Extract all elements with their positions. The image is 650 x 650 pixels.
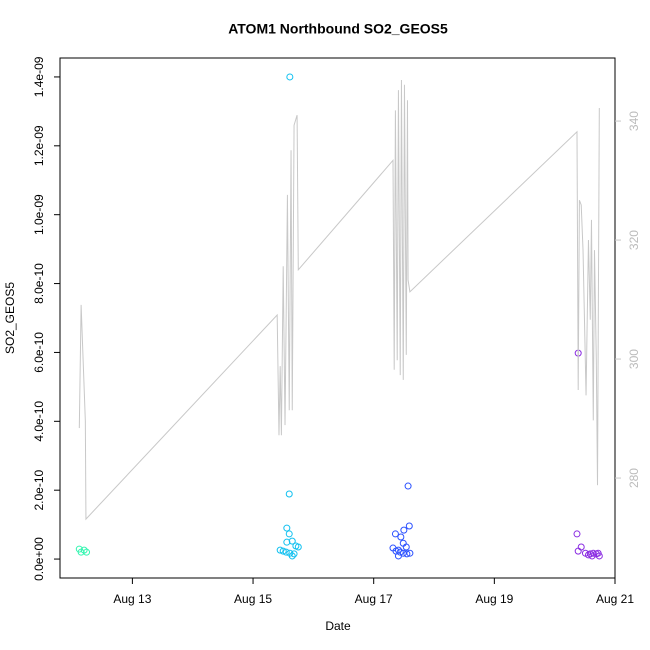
y-tick-label: 4.0e-10 (32, 401, 46, 442)
x-tick-label: Aug 19 (475, 592, 513, 606)
x-tick-label: Aug 21 (596, 592, 634, 606)
y-tick-label: 1.4e-09 (32, 56, 46, 97)
point (402, 543, 410, 551)
point (290, 550, 298, 558)
point (286, 73, 294, 81)
y-tick-label: 1.0e-09 (32, 194, 46, 235)
point (573, 530, 581, 538)
point (397, 533, 405, 541)
point (294, 543, 302, 551)
point (396, 548, 404, 556)
chart-title: ATOM1 Northbound SO2_GEOS5 (228, 21, 448, 37)
point (276, 546, 284, 554)
point (577, 543, 585, 551)
point (400, 526, 408, 534)
point (588, 552, 596, 560)
x-tick-label: Aug 17 (355, 592, 393, 606)
point (404, 482, 412, 490)
x-tick-label: Aug 15 (234, 592, 272, 606)
point (83, 548, 91, 556)
point (283, 524, 291, 532)
y2-tick-label: 340 (627, 111, 641, 131)
point (574, 547, 582, 555)
point (595, 552, 603, 560)
point (391, 530, 399, 538)
plot-frame (59, 57, 616, 579)
y-tick-label: 8.0e-10 (32, 263, 46, 304)
point (406, 549, 414, 557)
point (283, 538, 291, 546)
line (78, 80, 600, 521)
y-tick-label: 2.0e-10 (32, 470, 46, 511)
y2-tick-label: 280 (627, 468, 641, 488)
y-tick-label: 6.0e-10 (32, 332, 46, 373)
y2-tick-label: 320 (627, 230, 641, 250)
point (403, 550, 411, 558)
y-tick-label: 0.0e+00 (32, 537, 46, 581)
x-tick-label: Aug 13 (113, 592, 151, 606)
point (394, 552, 402, 560)
point (282, 548, 290, 556)
point (279, 547, 287, 555)
point (285, 490, 293, 498)
y2-tick-label: 300 (627, 349, 641, 369)
point (405, 522, 413, 530)
x-axis-label: Date (325, 619, 351, 633)
point (285, 530, 293, 538)
y-axis-label: SO2_GEOS5 (3, 282, 17, 354)
point (288, 552, 296, 560)
y-tick-label: 1.2e-09 (32, 125, 46, 166)
